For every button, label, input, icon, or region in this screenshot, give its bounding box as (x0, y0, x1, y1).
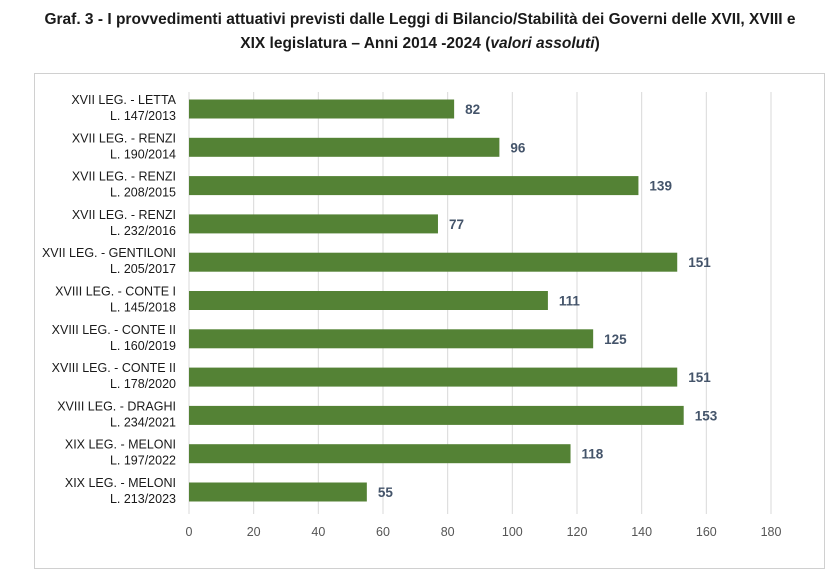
category-label-line: XVIII LEG. - CONTE II (52, 361, 176, 375)
category-label-line: L. 178/2020 (110, 377, 176, 391)
category-label-line: L. 160/2019 (110, 339, 176, 353)
chart-title: Graf. 3 - I provvedimenti attuativi prev… (0, 8, 840, 56)
category-label: XVII LEG. - RENZI L. 232/2016 (72, 208, 176, 238)
data-label: 96 (510, 140, 526, 155)
bar (189, 405, 684, 425)
data-label: 77 (449, 217, 464, 232)
x-tick-label: 140 (631, 525, 652, 539)
category-label-line: XVII LEG. - LETTA (71, 93, 176, 107)
category-label: XIX LEG. - MELONI L. 213/2023 (65, 476, 176, 506)
x-tick-label: 80 (441, 525, 455, 539)
category-label: XVII LEG. - LETTA L. 147/2013 (71, 93, 176, 123)
data-label: 111 (559, 294, 581, 309)
category-label: XVII LEG. - RENZI L. 208/2015 (72, 170, 176, 200)
category-label-line: L. 197/2022 (110, 454, 176, 468)
bar (189, 444, 571, 464)
category-label: XVIII LEG. - CONTE II L. 160/2019 (52, 323, 176, 353)
category-label: XVIII LEG. - CONTE I L. 145/2018 (55, 285, 176, 315)
x-axis-ticks: 0 20 40 60 80 100 120 140 160 180 (186, 525, 782, 539)
data-label: 82 (465, 102, 480, 117)
x-tick-label: 20 (247, 525, 261, 539)
x-tick-label: 40 (311, 525, 325, 539)
category-label-line: XIX LEG. - MELONI (65, 438, 176, 452)
category-label-line: L. 205/2017 (110, 262, 176, 276)
chart-title-line1: Graf. 3 - I provvedimenti attuativi prev… (44, 11, 796, 28)
data-label: 118 (582, 447, 604, 462)
category-label: XVIII LEG. - DRAGHI L. 234/2021 (57, 399, 176, 429)
bar (189, 176, 639, 196)
chart-title-line2-italic: valori assoluti (490, 35, 595, 52)
bar (189, 291, 548, 310)
category-label-line: XVIII LEG. - DRAGHI (57, 399, 176, 413)
category-label-line: L. 190/2014 (110, 147, 176, 161)
category-label-line: XVII LEG. - RENZI (72, 208, 176, 222)
category-label: XVII LEG. - RENZI L. 190/2014 (72, 131, 176, 161)
chart-title-line2-end: ) (594, 35, 600, 52)
data-label: 151 (688, 370, 711, 385)
category-label-line: L. 147/2013 (110, 109, 176, 123)
bar (189, 367, 678, 387)
category-label-line: XVII LEG. - RENZI (72, 131, 176, 145)
x-tick-label: 0 (186, 525, 193, 539)
bar (189, 482, 367, 502)
category-label-line: XIX LEG. - MELONI (65, 476, 176, 490)
data-label: 125 (604, 332, 627, 347)
chart-frame (34, 73, 825, 569)
bar (189, 99, 455, 119)
bar (189, 214, 438, 234)
category-label-line: XVIII LEG. - CONTE II (52, 323, 176, 337)
chart-title-line2-main: XIX legislatura – Anni 2014 -2024 ( (240, 35, 491, 52)
category-label-line: L. 232/2016 (110, 224, 176, 238)
x-tick-label: 100 (502, 525, 523, 539)
category-label: XVIII LEG. - CONTE II L. 178/2020 (52, 361, 176, 391)
category-label-line: L. 145/2018 (110, 301, 176, 315)
category-label-line: L. 234/2021 (110, 415, 176, 429)
data-label: 153 (695, 408, 718, 423)
data-label: 151 (688, 255, 711, 270)
x-tick-label: 160 (696, 525, 717, 539)
x-tick-label: 60 (376, 525, 390, 539)
category-label-line: XVIII LEG. - CONTE I (55, 285, 176, 299)
data-labels: 82 96 139 77 151 111 125 151 153 118 55 (378, 102, 718, 500)
bar (189, 329, 594, 349)
category-label-line: XVII LEG. - RENZI (72, 170, 176, 184)
data-label: 139 (649, 179, 672, 194)
category-label-line: L. 208/2015 (110, 186, 176, 200)
data-label: 55 (378, 485, 394, 500)
chart-title-line2: XIX legislatura – Anni 2014 -2024 (valor… (0, 32, 840, 56)
category-label-line: L. 213/2023 (110, 492, 176, 506)
bars (189, 99, 684, 502)
bar (189, 137, 500, 157)
x-tick-label: 120 (567, 525, 588, 539)
x-tick-label: 180 (761, 525, 782, 539)
category-label: XVII LEG. - GENTILONI L. 205/2017 (42, 246, 176, 276)
category-label: XIX LEG. - MELONI L. 197/2022 (65, 438, 176, 468)
category-label-line: XVII LEG. - GENTILONI (42, 246, 176, 260)
bar (189, 252, 678, 272)
